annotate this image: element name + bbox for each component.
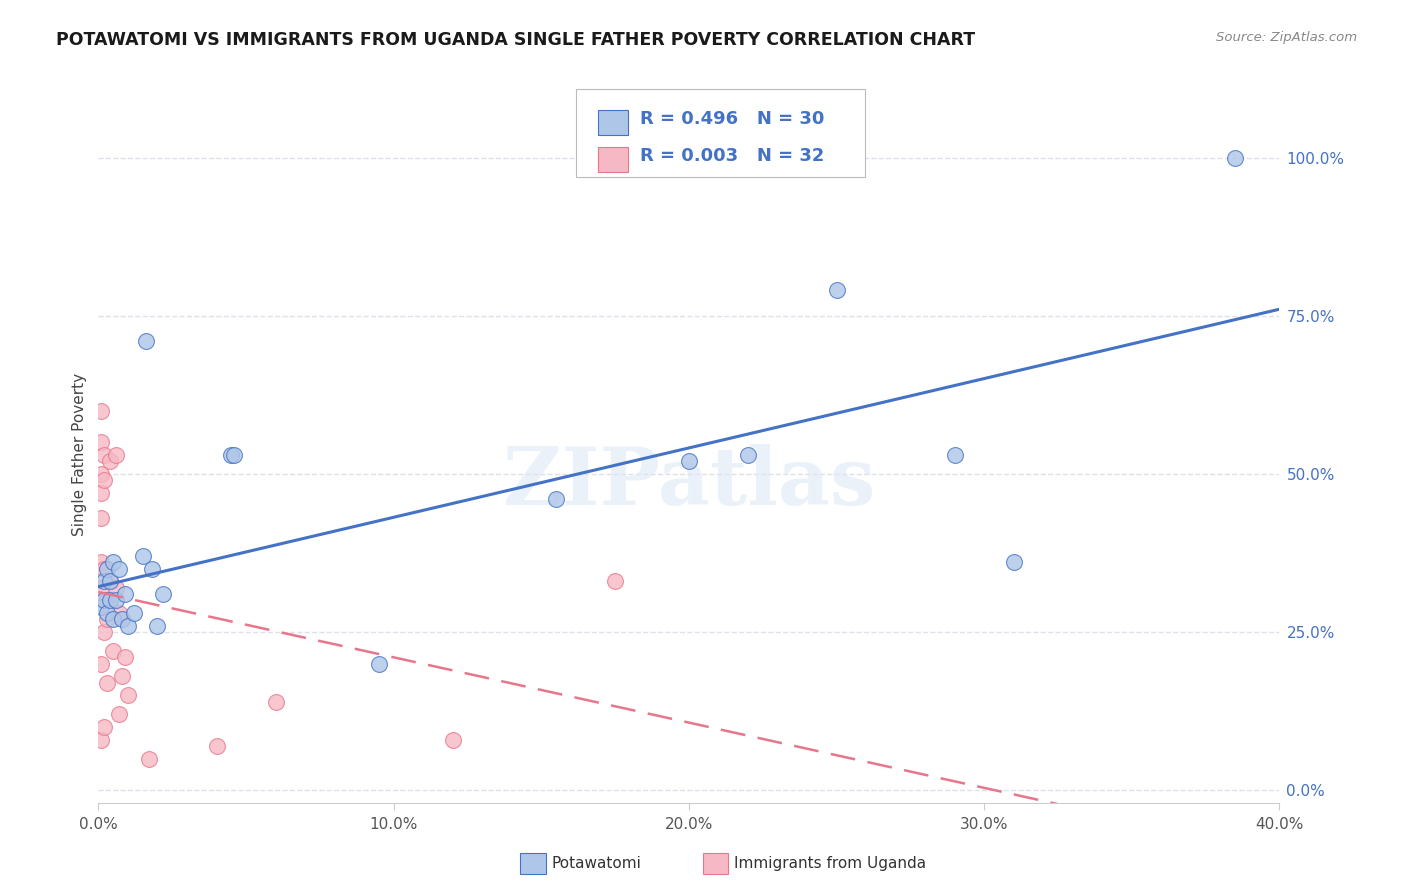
Point [138,751,160,765]
Point [205,739,228,753]
Point [141,562,163,576]
Point [108,562,131,576]
Point [90,581,112,595]
Point [103,556,125,570]
Point [96,606,118,620]
Point [93,473,115,487]
Point [98,454,121,468]
Text: R = 0.496   N = 30: R = 0.496 N = 30 [640,110,824,128]
Point [90,467,112,481]
Point [546,492,568,507]
Text: R = 0.003   N = 32: R = 0.003 N = 32 [640,147,824,165]
Point [93,625,115,640]
Point [117,618,139,632]
Point [96,612,118,626]
Point [117,688,139,702]
Point [943,448,966,462]
Point [825,284,848,298]
Point [441,732,464,747]
Point [108,707,131,722]
Point [90,435,112,450]
Point [105,593,128,607]
Point [90,599,112,614]
Point [111,669,134,683]
Point [111,612,134,626]
Point [132,549,155,563]
Point [90,657,112,671]
Point [98,574,121,589]
Point [108,606,131,620]
Point [114,650,136,665]
Point [90,732,112,747]
Point [103,612,125,626]
Text: Immigrants from Uganda: Immigrants from Uganda [734,856,927,871]
Point [96,562,118,576]
Point [93,448,115,462]
Point [605,574,627,589]
Point [98,593,121,607]
Point [224,448,246,462]
Point [219,448,242,462]
Point [90,486,112,500]
Point [678,454,700,468]
Text: ZIPatlas: ZIPatlas [503,443,875,522]
Y-axis label: Single Father Poverty: Single Father Poverty [72,374,87,536]
Point [98,574,121,589]
Point [103,644,125,658]
Point [1223,151,1246,165]
Point [105,581,128,595]
Point [135,334,157,348]
Point [96,593,118,607]
Point [1002,556,1025,570]
Point [146,618,169,632]
Point [114,587,136,601]
Point [90,511,112,525]
Text: POTAWATOMI VS IMMIGRANTS FROM UGANDA SINGLE FATHER POVERTY CORRELATION CHART: POTAWATOMI VS IMMIGRANTS FROM UGANDA SIN… [56,31,976,49]
Point [737,448,759,462]
Text: Source: ZipAtlas.com: Source: ZipAtlas.com [1216,31,1357,45]
Point [368,657,391,671]
Point [105,448,128,462]
Point [93,720,115,734]
Point [93,574,115,589]
Point [93,562,115,576]
Point [122,606,145,620]
Text: Potawatomi: Potawatomi [551,856,641,871]
Point [90,556,112,570]
Point [93,593,115,607]
Point [152,587,174,601]
Point [90,403,112,417]
Point [96,675,118,690]
Point [264,695,287,709]
